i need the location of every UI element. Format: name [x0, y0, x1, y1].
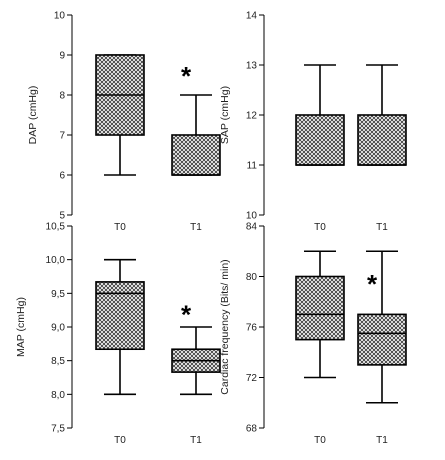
box-T0: [295, 250, 345, 379]
y-tick-label: 8: [59, 91, 65, 102]
y-axis-label: DAP (cmHg): [27, 86, 39, 145]
box-T0: [95, 54, 145, 176]
significance-marker: *: [181, 61, 192, 91]
y-tick-label: 10,0: [46, 255, 66, 266]
y-tick-label: 68: [246, 424, 258, 435]
y-tick-label: 9,0: [51, 323, 65, 334]
y-axis-label: MAP (cmHg): [15, 297, 27, 357]
y-tick-label: 9: [59, 51, 65, 62]
x-tick-label: T0: [114, 222, 126, 233]
x-tick-label: T1: [190, 222, 202, 233]
y-tick-label: 12: [246, 111, 258, 122]
y-tick-label: 7: [59, 131, 65, 142]
y-tick-label: 14: [246, 11, 258, 22]
y-tick-label: 8,0: [51, 390, 65, 401]
y-axis-label: SAP (cmHg): [219, 86, 231, 144]
y-tick-label: 10,5: [46, 222, 66, 233]
y-tick-label: 7,5: [51, 424, 65, 435]
significance-marker: *: [367, 269, 378, 299]
y-tick-label: 84: [246, 222, 258, 233]
y-axis-label: Cardiac frequency (Bits/ min): [219, 259, 231, 394]
significance-marker: *: [181, 300, 192, 330]
panel-2: 10 11 12 13 14 SAP (cmHg) T0 T1: [219, 11, 407, 233]
y-tick-label: 5: [59, 211, 65, 222]
y-tick-label: 8,5: [51, 356, 65, 367]
y-tick-label: 11: [247, 161, 258, 172]
box-iqr: [357, 313, 407, 366]
box-iqr: [295, 114, 345, 166]
box-T1: [357, 64, 407, 166]
y-tick-label: 6: [59, 171, 65, 182]
panel-3: 7,5 8,0 8,5 9,0 9,5 10,0 10,5 MAP (cmHg) T0 T1 *: [15, 222, 221, 446]
box-T0: [95, 258, 145, 396]
x-tick-label: T0: [314, 222, 326, 233]
x-tick-label: T1: [376, 435, 388, 446]
panel-4: 68 72 76 80 84 Cardiac frequency (Bits/ min) T…: [219, 222, 407, 446]
box-iqr: [95, 281, 145, 351]
x-tick-label: T0: [314, 435, 326, 446]
box-T1: [357, 250, 407, 404]
x-tick-label: T1: [190, 435, 202, 446]
box-iqr: [171, 134, 221, 176]
box-T0: [295, 64, 345, 166]
y-tick-label: 80: [246, 272, 258, 283]
y-tick-label: 9,5: [51, 289, 65, 300]
y-tick-label: 72: [246, 373, 258, 384]
y-tick-label: 10: [54, 11, 66, 22]
y-tick-label: 10: [246, 211, 258, 222]
y-tick-label: 76: [246, 323, 258, 334]
box-iqr: [357, 114, 407, 166]
y-tick-label: 13: [246, 61, 258, 72]
box-T1: [171, 326, 221, 396]
x-tick-label: T0: [114, 435, 126, 446]
panel-1: 5 6 7 8 9 10 DAP (cmHg) T0 T1 *: [27, 11, 221, 233]
box-T1: [171, 94, 221, 176]
box-iqr: [295, 275, 345, 341]
x-tick-label: T1: [376, 222, 388, 233]
